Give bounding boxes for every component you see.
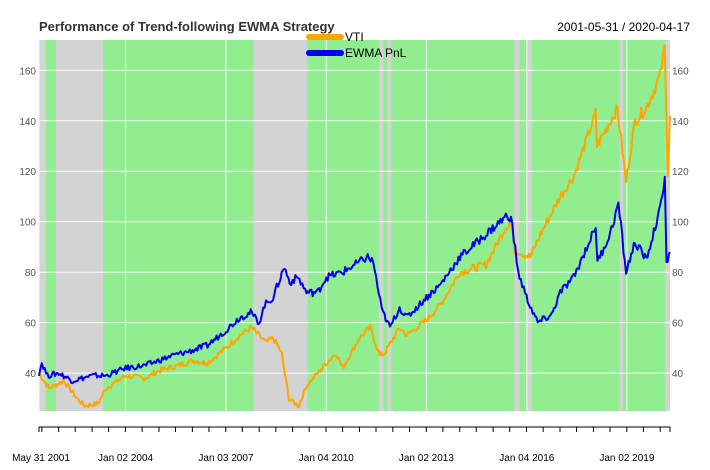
y-tick-label-left: 160 — [19, 66, 36, 77]
y-tick-label-right: 140 — [672, 117, 689, 128]
y-tick-label-right: 60 — [672, 319, 684, 330]
y-tick-label-left: 80 — [25, 268, 37, 279]
legend-label: EWMA PnL — [345, 46, 407, 60]
y-tick-label-left: 140 — [19, 117, 36, 128]
flat-regime-band — [39, 40, 46, 411]
flat-regime-band — [387, 40, 392, 411]
flat-regime-band — [378, 40, 384, 411]
long-regime-area — [39, 40, 670, 411]
y-tick-label-right: 40 — [672, 369, 684, 380]
flat-regime-band — [514, 40, 520, 411]
grid-lines — [38, 40, 670, 411]
regime-shading — [39, 40, 670, 411]
y-tick-label-right: 160 — [672, 66, 689, 77]
y-tick-label-left: 60 — [25, 319, 37, 330]
y-tick-label-right: 80 — [672, 268, 684, 279]
chart-title: Performance of Trend-following EWMA Stra… — [39, 19, 335, 34]
flat-regime-band — [665, 40, 670, 411]
flat-regime-band — [55, 40, 104, 411]
y-tick-label-left: 100 — [19, 218, 36, 229]
x-tick-label: Jan 02 2019 — [599, 453, 654, 464]
y-tick-label-right: 100 — [672, 218, 689, 229]
x-tick-label: Jan 03 2007 — [198, 453, 253, 464]
flat-regime-band — [253, 40, 308, 411]
x-tick-label: Jan 04 2016 — [499, 453, 554, 464]
legend-label: VTI — [345, 30, 364, 44]
x-tick-label: Jan 02 2013 — [399, 453, 454, 464]
series-line-vti — [38, 44, 671, 409]
x-tick-label: Jan 02 2004 — [98, 453, 153, 464]
date-range-label: 2001-05-31 / 2020-04-17 — [557, 20, 690, 34]
series-lines — [38, 44, 671, 409]
x-axis: May 31 2001 Jan 02 2004 Jan 03 2007 Jan 04 … — [12, 426, 671, 464]
y-tick-label-left: 40 — [25, 369, 37, 380]
x-tick-label: Jan 04 2010 — [299, 453, 354, 464]
x-tick-label: May 31 2001 — [12, 453, 70, 464]
series-line-ewma-pnl — [38, 175, 671, 385]
legend: VTI EWMA PnL — [306, 30, 407, 60]
y-tick-label-left: 120 — [19, 167, 36, 178]
y-axis-left: 40 60 80 100 120 140 160 — [19, 66, 36, 380]
flat-regime-band — [526, 40, 533, 411]
y-axis-right: 40 60 80 100 120 140 160 — [672, 66, 689, 380]
y-tick-label-right: 120 — [672, 167, 689, 178]
